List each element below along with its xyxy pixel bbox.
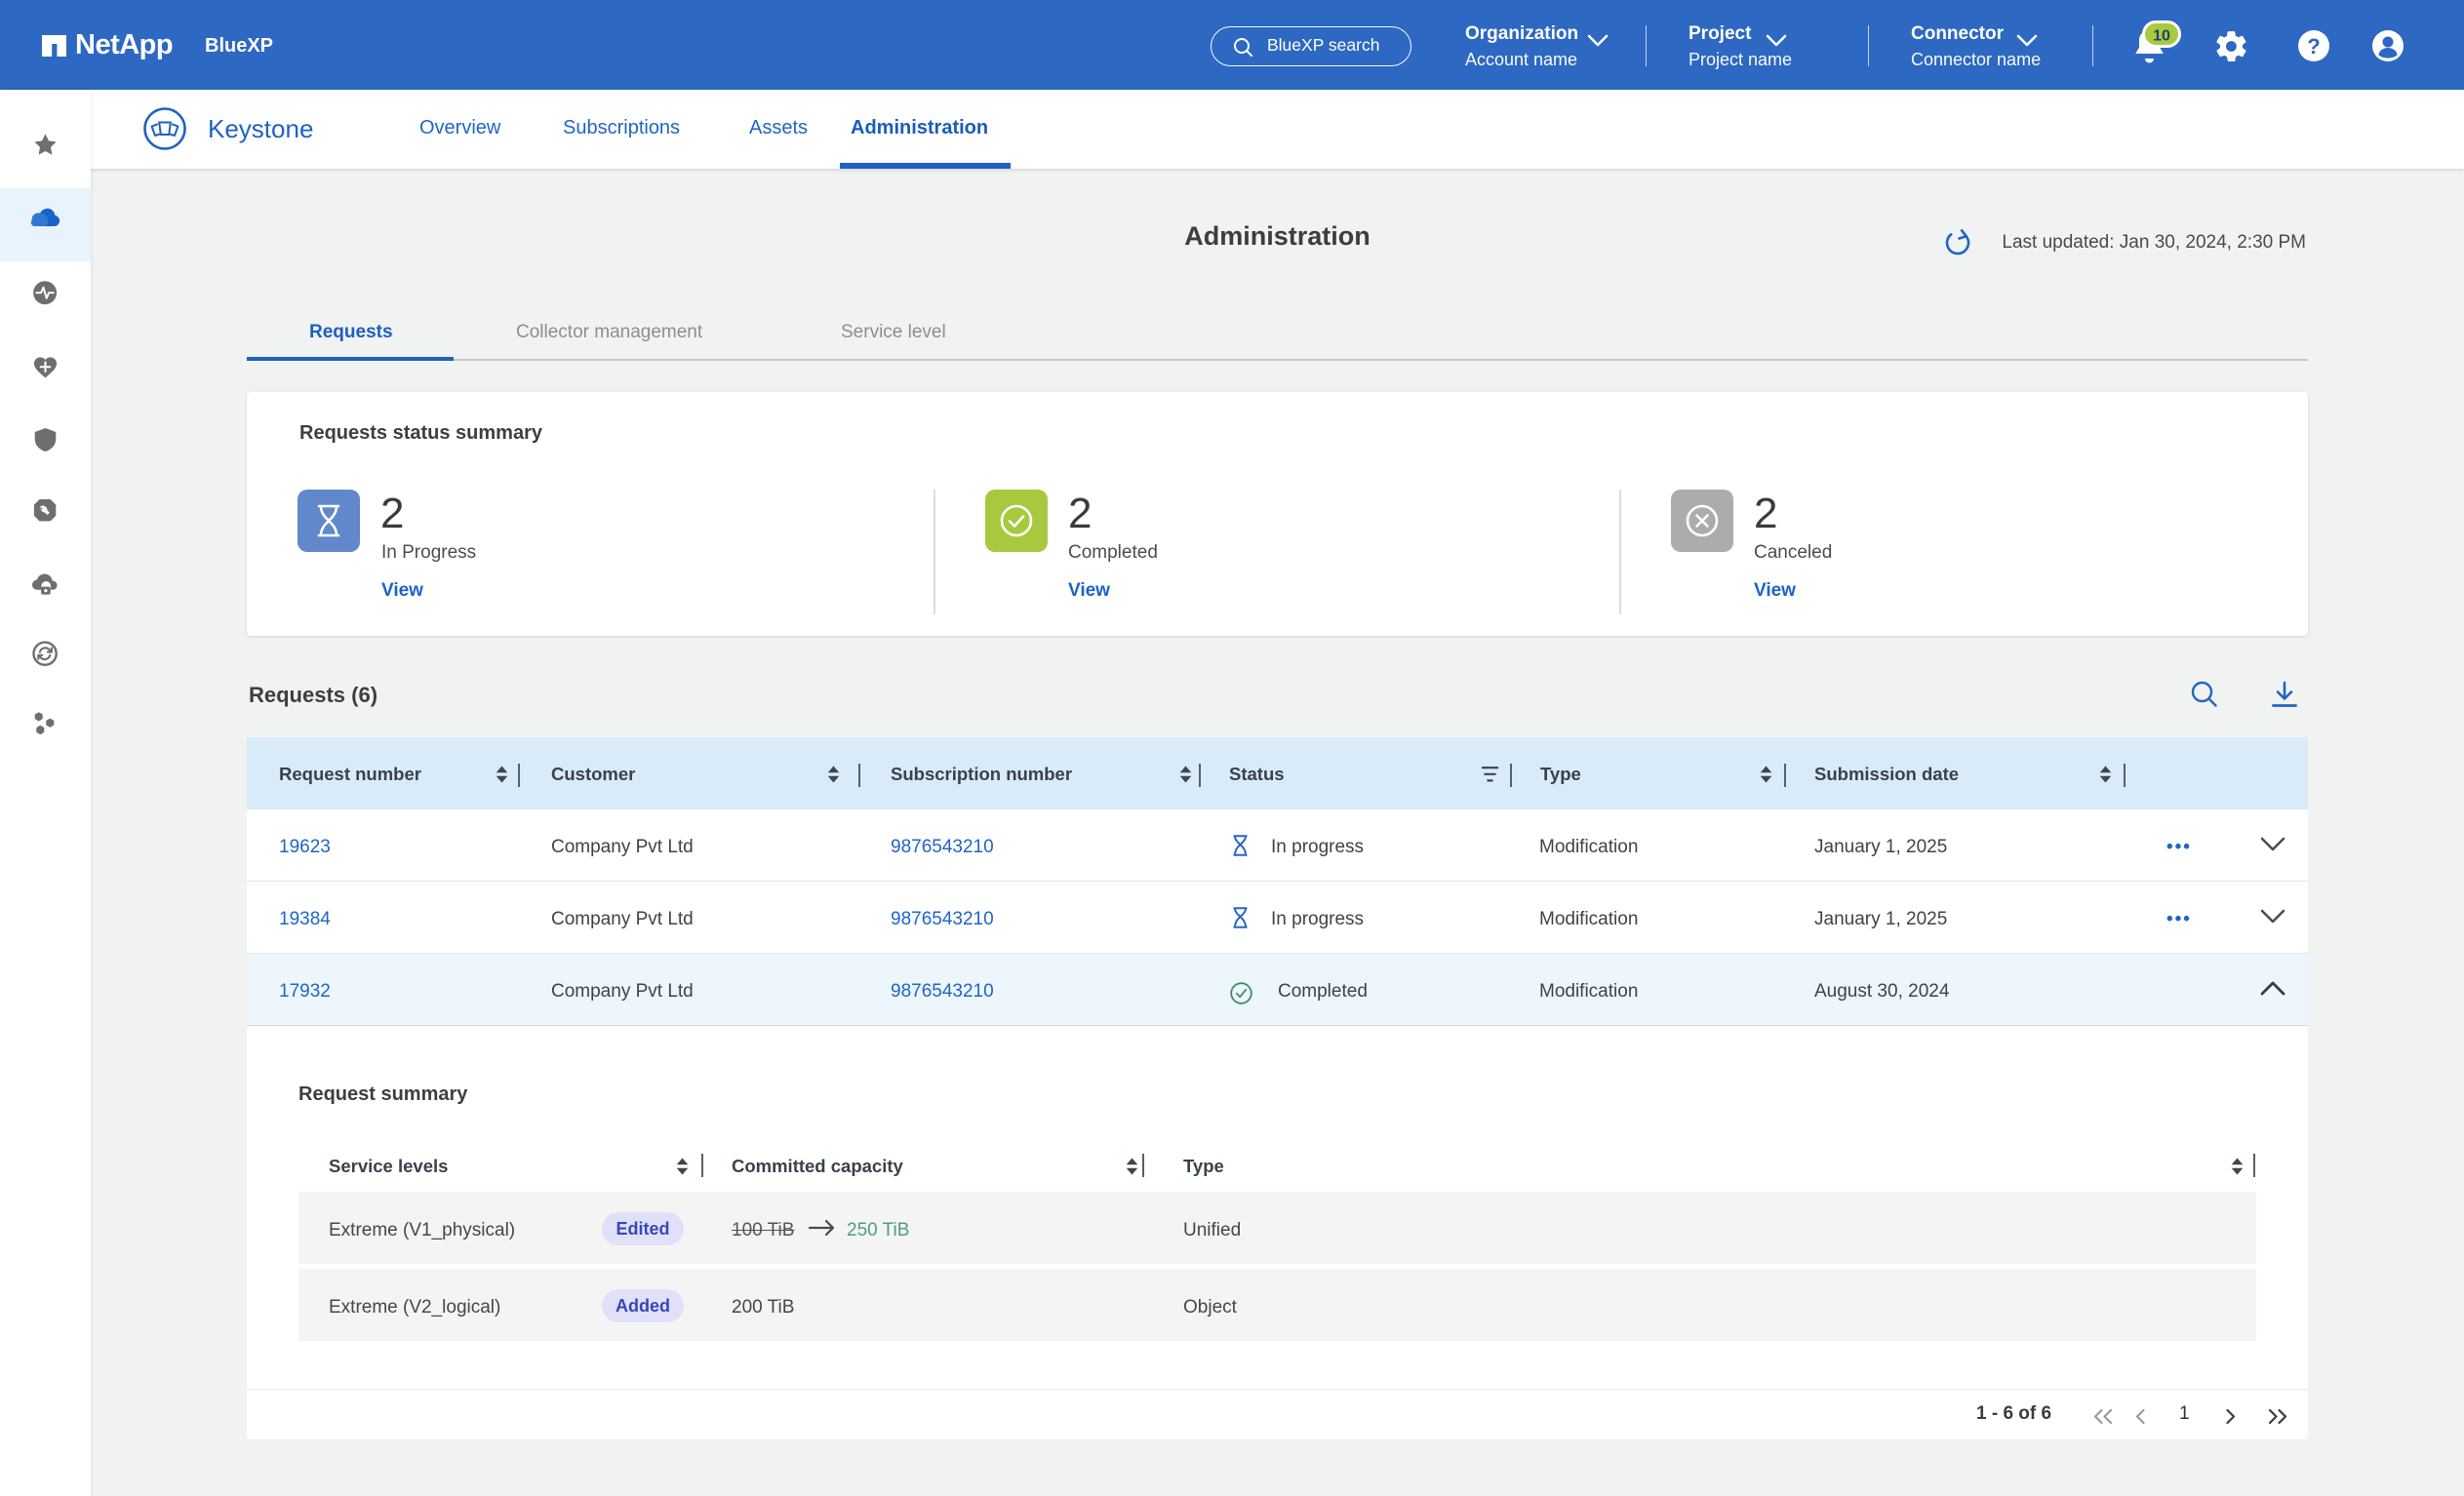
svg-text:10: 10 [2153, 28, 2170, 45]
svg-text:?: ? [2307, 34, 2320, 59]
